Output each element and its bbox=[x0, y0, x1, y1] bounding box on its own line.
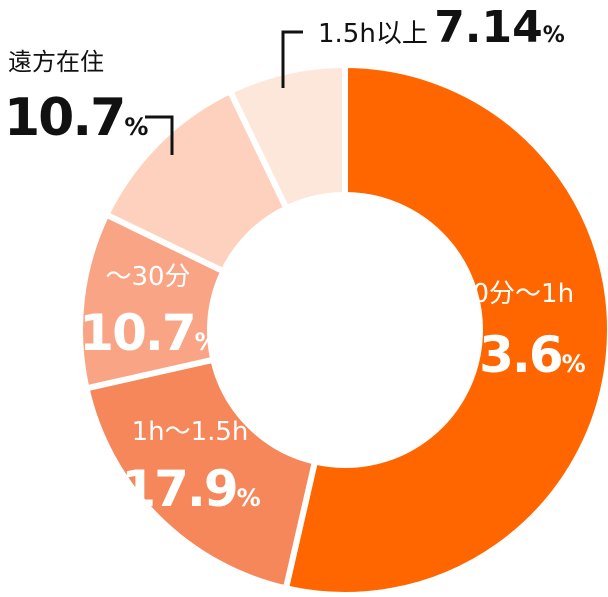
slice-1 bbox=[282, 61, 608, 597]
slice-5 bbox=[226, 61, 348, 213]
slice-value-3: 10.7% bbox=[79, 304, 218, 362]
donut-slices bbox=[77, 61, 608, 597]
slice-value-4: 10.7% bbox=[4, 88, 148, 148]
callout-line-4 bbox=[145, 115, 174, 155]
slice-category-2: 1h〜1.5h bbox=[132, 417, 249, 447]
slice-value-1: 53.6% bbox=[446, 326, 585, 384]
callout-lines bbox=[145, 30, 303, 155]
slice-category-4: 遠方在住 bbox=[8, 48, 104, 76]
slice-value-2: 17.9% bbox=[121, 460, 260, 518]
callout-line-5 bbox=[281, 30, 303, 88]
slice-labels: 30分〜1h 53.6% 1h〜1.5h 17.9% 〜30分 10.7% 遠方在住 10.7… bbox=[4, 2, 588, 518]
slice-2 bbox=[82, 356, 319, 592]
slice-category-1: 30分〜1h bbox=[456, 279, 574, 309]
slice-category-3: 〜30分 bbox=[105, 262, 190, 292]
slice-label-5: 1.5h以上 7.14% bbox=[318, 2, 565, 53]
